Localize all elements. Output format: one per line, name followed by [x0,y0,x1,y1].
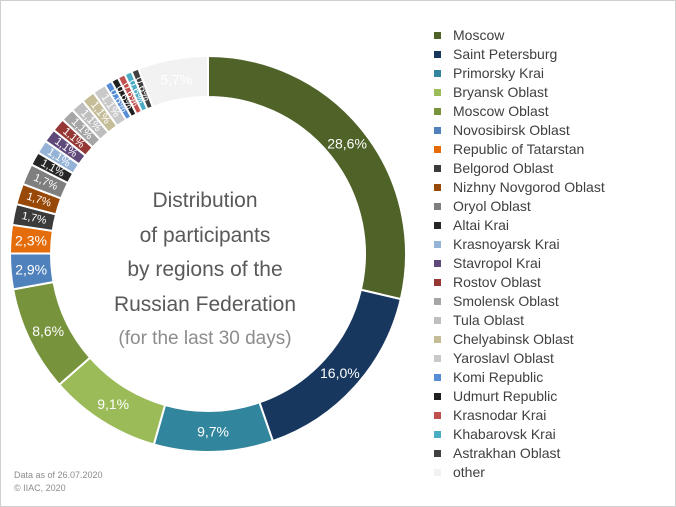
legend-item: Stavropol Krai [434,254,670,273]
legend-label: Rostov Oblast [453,274,541,290]
legend-swatch [434,298,441,305]
legend-item: Bryansk Oblast [434,83,670,102]
legend-swatch [434,51,441,58]
legend-label: Khabarovsk Krai [453,426,556,442]
legend-swatch [434,469,441,476]
legend-label: Yaroslavl Oblast [453,350,554,366]
center-title: Distribution of participants by regions … [80,184,330,356]
legend-swatch [434,203,441,210]
legend-item: Moscow Oblast [434,102,670,121]
legend-label: Belgorod Oblast [453,160,554,176]
legend-swatch [434,184,441,191]
legend-item: Tula Oblast [434,311,670,330]
legend-swatch [434,393,441,400]
legend-label: Chelyabinsk Oblast [453,331,574,347]
legend-item: Rostov Oblast [434,273,670,292]
legend-item: Udmurt Republic [434,387,670,406]
center-title-line-3: by regions of the [127,258,283,281]
footer-date: Data as of 26.07.2020 [14,470,103,480]
legend-label: Tula Oblast [453,312,525,328]
legend-item: Saint Petersburg [434,45,670,64]
legend-item: Primorsky Krai [434,64,670,83]
legend-label: Altai Krai [453,217,510,233]
legend-swatch [434,108,441,115]
legend-label: Stavropol Krai [453,255,541,271]
data-label-belgorod-oblast: 1,7% [21,210,48,227]
legend-swatch [434,431,441,438]
legend-label: Astrakhan Oblast [453,445,561,461]
legend-swatch [434,165,441,172]
legend-label: Komi Republic [453,369,544,385]
legend-swatch [434,374,441,381]
data-label-novosibirsk-oblast: 2,9% [15,262,47,278]
legend-label: other [453,464,485,480]
legend-item: Chelyabinsk Oblast [434,330,670,349]
legend-label: Primorsky Krai [453,65,545,81]
legend-item: Khabarovsk Krai [434,425,670,444]
legend-item: Altai Krai [434,216,670,235]
legend-swatch [434,70,441,77]
legend-label: Nizhny Novgorod Oblast [453,179,605,195]
legend-label: Republic of Tatarstan [453,141,585,157]
slice-other [137,54,209,109]
legend-item: Nizhny Novgorod Oblast [434,178,670,197]
legend-label: Novosibirsk Oblast [453,122,570,138]
center-title-line-2: of participants [139,223,271,247]
legend-item: Krasnoyarsk Krai [434,235,670,254]
footer-copyright: © IIAC, 2020 [14,483,66,493]
center-title-line-4: Russian Federation [113,292,297,316]
legend-swatch [434,279,441,286]
legend-label: Moscow Oblast [453,103,549,119]
data-label-bryansk-oblast: 9,1% [97,396,129,412]
legend-item: Oryol Oblast [434,197,670,216]
legend-swatch [434,146,441,153]
data-label-republic-of-tatarstan: 2,3% [15,233,47,249]
legend-item: Belgorod Oblast [434,159,670,178]
footer: Data as of 26.07.2020 © IIAC, 2020 [14,469,103,495]
legend-swatch [434,127,441,134]
legend-item: Astrakhan Oblast [434,444,670,463]
legend-item: Republic of Tatarstan [434,140,670,159]
legend-swatch [434,317,441,324]
legend-swatch [434,89,441,96]
legend-swatch [434,241,441,248]
legend-swatch [434,260,441,267]
legend-item: Moscow [434,26,670,45]
legend-item: Komi Republic [434,368,670,387]
legend-swatch [434,412,441,419]
legend-label: Smolensk Oblast [453,293,559,309]
center-subtitle: (for the last 30 days) [118,328,292,349]
legend-item: other [434,463,670,482]
legend-item: Yaroslavl Oblast [434,349,670,368]
legend-swatch [434,222,441,229]
data-label-moscow: 28,6% [327,136,367,152]
legend-item: Smolensk Oblast [434,292,670,311]
legend-label: Krasnodar Krai [453,407,547,423]
data-label-primorsky-krai: 9,7% [197,423,229,439]
center-title-line-1: Distribution [152,189,258,212]
legend-swatch [434,32,441,39]
legend-label: Krasnoyarsk Krai [453,236,560,252]
legend-item: Novosibirsk Oblast [434,121,670,140]
data-label-other: 5,7% [160,71,192,87]
legend-swatch [434,336,441,343]
legend-label: Saint Petersburg [453,46,558,62]
legend-label: Moscow [453,27,505,43]
data-label-saint-petersburg: 16,0% [320,365,360,381]
data-label-moscow-oblast: 8,6% [32,323,64,339]
legend-item: Krasnodar Krai [434,406,670,425]
legend-label: Oryol Oblast [453,198,531,214]
legend-label: Udmurt Republic [453,388,558,404]
legend-swatch [434,355,441,362]
legend-label: Bryansk Oblast [453,84,548,100]
legend: Moscow Saint Petersburg Primorsky Krai Brya… [434,26,670,482]
legend-swatch [434,450,441,457]
